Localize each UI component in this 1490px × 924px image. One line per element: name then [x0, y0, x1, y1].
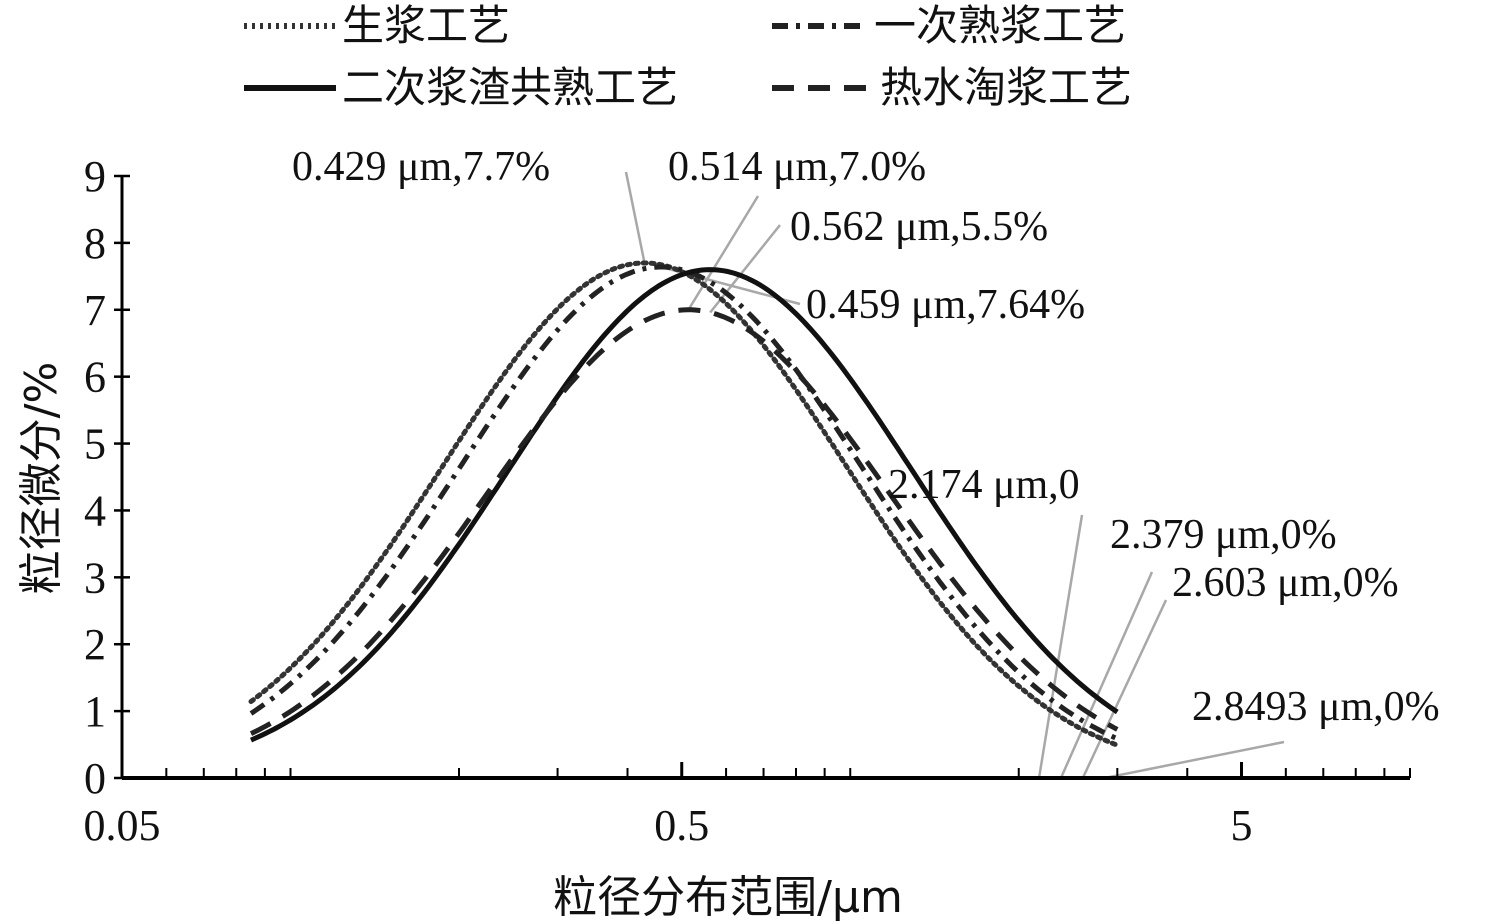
annotation-leader — [1059, 571, 1154, 779]
annotation-labels: 0.429 μm,7.7% 0.514 μm,7.0% 0.562 μm,5.5% 0… — [292, 144, 1440, 730]
y-tick-label: 2 — [84, 620, 106, 669]
annotation-label: 0.429 μm,7.7% — [292, 144, 550, 190]
series-curves — [248, 260, 1120, 748]
annotation-label: 2.174 μm,0 — [888, 462, 1080, 508]
y-tick-label: 7 — [84, 286, 106, 335]
y-tick-label: 0 — [84, 754, 106, 803]
annotation-leader — [1104, 740, 1285, 780]
series-line — [249, 264, 1119, 741]
x-tick-label: 0.5 — [654, 801, 709, 850]
y-tick-label: 9 — [84, 152, 106, 201]
y-axis-label: 粒径微分/% — [16, 362, 67, 595]
annotation-label: 0.459 μm,7.64% — [806, 282, 1085, 328]
legend-label: 二次浆渣共熟工艺 — [342, 63, 678, 112]
y-tick-label: 3 — [84, 553, 106, 602]
annotation-label: 2.8493 μm,0% — [1192, 684, 1440, 730]
y-tick-label: 6 — [84, 353, 106, 402]
annotation-label: 2.603 μm,0% — [1172, 560, 1399, 606]
y-tick-label: 8 — [84, 219, 106, 268]
axes: 0 1 2 3 4 5 6 7 8 9 0.05 0.5 5 — [84, 152, 1411, 850]
x-tick-label: 0.05 — [84, 801, 161, 850]
y-tick-label: 1 — [84, 687, 106, 736]
annotation-leader — [1081, 599, 1168, 779]
series-line — [249, 307, 1119, 736]
legend-label: 热水淘浆工艺 — [880, 63, 1132, 112]
annotation-label: 2.379 μm,0% — [1110, 512, 1337, 558]
annotation-label: 0.514 μm,7.0% — [668, 144, 926, 190]
y-tick-label: 4 — [84, 486, 106, 535]
annotation-leader — [1037, 514, 1084, 779]
annotation-leader — [624, 171, 646, 264]
annotation-leader — [687, 195, 760, 311]
series-line — [249, 267, 1119, 743]
x-axis-label: 粒径分布范围/μm — [553, 872, 903, 923]
annotation-label: 0.562 μm,5.5% — [790, 204, 1048, 250]
x-tick-label: 5 — [1230, 801, 1252, 850]
y-tick-label: 5 — [84, 420, 106, 469]
legend-label: 生浆工艺 — [342, 1, 510, 50]
legend-label: 一次熟浆工艺 — [874, 1, 1126, 50]
